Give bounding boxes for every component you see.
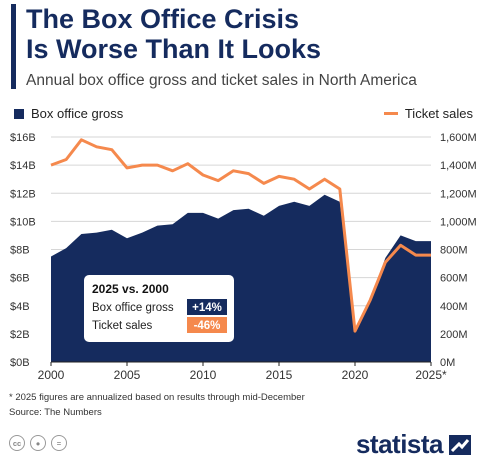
y-tick-right: 1,200M: [440, 188, 477, 200]
callout-row-value: -46%: [194, 320, 221, 332]
chart-subtitle: Annual box office gross and ticket sales…: [26, 72, 417, 89]
attribution-icon[interactable]: ●: [30, 435, 46, 451]
legend-gross-label: Box office gross: [31, 106, 124, 121]
license-icons: cc ● =: [9, 435, 67, 451]
y-tick-right: 1,400M: [440, 160, 477, 172]
y-tick-left: $6B: [10, 273, 30, 285]
legend-gross-swatch: [14, 108, 24, 119]
y-tick-right: 1,600M: [440, 132, 477, 144]
y-tick-right: 200M: [440, 329, 468, 341]
callout-row-label: Box office gross: [92, 302, 174, 314]
legend-tickets: Ticket sales: [383, 106, 473, 121]
y-tick-left: $0B: [10, 357, 30, 369]
footnote: * 2025 figures are annualized based on r…: [9, 392, 305, 403]
y-tick-left: $12B: [10, 188, 36, 200]
y-tick-right: 1,000M: [440, 216, 477, 228]
y-tick-left: $16B: [10, 132, 36, 144]
y-tick-right: 800M: [440, 245, 468, 257]
statista-logo[interactable]: statista: [356, 429, 471, 460]
legend-tickets-swatch: [383, 112, 398, 115]
title-accent-bar: [11, 4, 16, 89]
x-tick-label: 2025*: [415, 368, 447, 382]
callout-row-badge: [187, 317, 227, 333]
source-note: Source: The Numbers: [9, 407, 102, 418]
callout-row-value: +14%: [192, 302, 222, 314]
callout-row-label: Ticket sales: [92, 320, 153, 332]
legend-tickets-label: Ticket sales: [404, 106, 473, 121]
chart-title: The Box Office Crisis Is Worse Than It L…: [26, 4, 321, 64]
creative-commons-icon[interactable]: cc: [9, 435, 25, 451]
title-line-2: Is Worse Than It Looks: [26, 34, 322, 64]
brand-name: statista: [355, 429, 444, 459]
x-tick-label: 2000: [38, 368, 65, 382]
y-tick-right: 0M: [440, 357, 455, 369]
callout-heading: 2025 vs. 2000: [92, 282, 169, 296]
y-tick-left: $4B: [10, 301, 30, 313]
y-tick-left: $14B: [10, 160, 36, 172]
x-tick-label: 2020: [342, 368, 369, 382]
y-tick-left: $10B: [10, 216, 36, 228]
x-tick-label: 2010: [190, 368, 217, 382]
legend-gross: Box office gross: [14, 106, 123, 121]
statista-mark-icon: [449, 434, 471, 455]
y-tick-left: $8B: [10, 245, 30, 257]
comparison-callout: 2025 vs. 2000 Box office gross +14% Ticket …: [84, 275, 234, 342]
x-tick-label: 2015: [266, 368, 293, 382]
y-tick-right: 400M: [440, 301, 468, 313]
box-office-chart: $0B $2B $4B $6B $8B $10B $12B $14B $16B 0M 200M 400…: [10, 132, 477, 382]
ticket-sales-line: [50, 138, 431, 333]
callout-row-badge: [187, 299, 227, 315]
title-line-1: The Box Office Crisis: [26, 4, 300, 34]
x-tick-label: 2005: [114, 368, 141, 382]
y-tick-left: $2B: [10, 329, 30, 341]
y-tick-right: 600M: [440, 273, 468, 285]
no-derivatives-icon[interactable]: =: [51, 435, 67, 451]
